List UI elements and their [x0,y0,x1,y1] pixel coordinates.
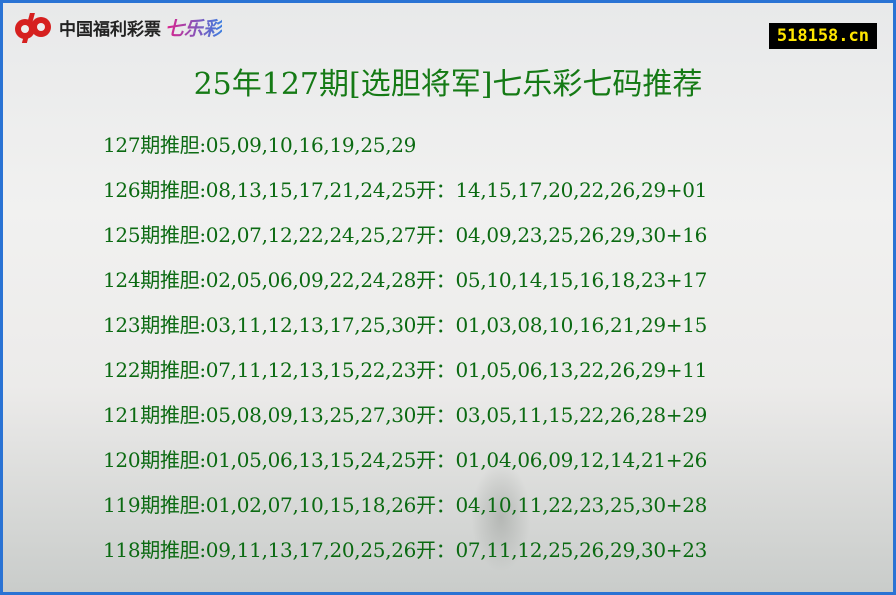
site-badge: 518158.cn [768,23,877,49]
prediction-row: 118期推胆:09,11,13,17,20,25,26开：07,11,12,25… [103,538,708,562]
prediction-list: 127期推胆:05,09,10,16,19,25,29 126期推胆:08,13… [103,129,707,579]
prediction-row: 122期推胆:07,11,12,13,15,22,23开：01,05,06,13… [103,358,708,382]
page-title: 25年127期[选胆将军]七乐彩七码推荐 [193,67,703,102]
prediction-row: 123期推胆:03,11,12,13,17,25,30开：01,03,08,10… [103,313,708,337]
background-figure [471,462,531,572]
prediction-row: 124期推胆:02,05,06,09,22,24,28开：05,10,14,15… [103,268,708,292]
logo-text: 中国福利彩票 [59,19,161,40]
prediction-row: 121期推胆:05,08,09,13,25,27,30开：03,05,11,15… [103,403,708,427]
prediction-row: 120期推胆:01,05,06,13,15,24,25开：01,04,06,09… [103,448,708,472]
logo-game-name: 七乐彩 [165,14,222,41]
prediction-row: 119期推胆:01,02,07,10,15,18,26开：04,10,11,22… [103,493,708,517]
prediction-row: 126期推胆:08,13,15,17,21,24,25开：14,15,17,20… [103,178,708,202]
prediction-row: 125期推胆:02,07,12,22,24,25,27开：04,09,23,25… [103,223,708,247]
welfare-lottery-logo-icon [15,13,51,43]
lottery-logo: 中国福利彩票 七乐彩 [11,9,222,45]
prediction-row: 127期推胆:05,09,10,16,19,25,29 [103,133,417,157]
